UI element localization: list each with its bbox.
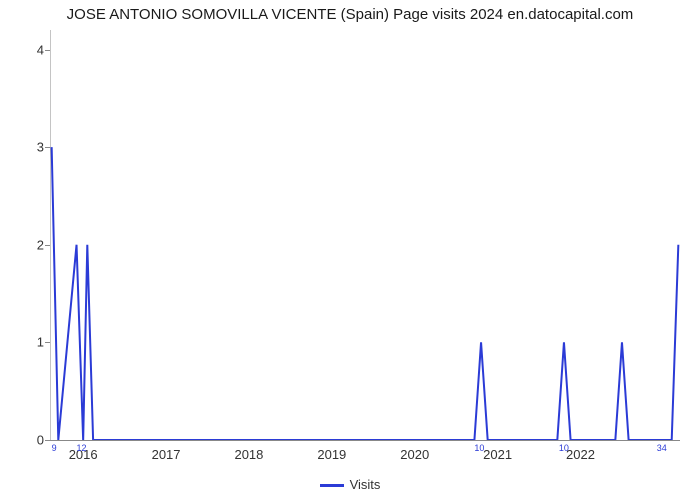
x-minor-label: 10 <box>559 443 569 453</box>
x-minor-label: 12 <box>76 443 86 453</box>
legend-swatch <box>320 484 344 487</box>
y-tick-label: 3 <box>22 140 44 155</box>
y-tick-mark <box>45 245 50 246</box>
chart-container: { "chart": { "type": "line", "title": "J… <box>0 0 700 500</box>
y-tick-label: 0 <box>22 433 44 448</box>
line-series <box>50 30 680 440</box>
y-tick-label: 4 <box>22 42 44 57</box>
y-tick-mark <box>45 147 50 148</box>
y-tick-label: 1 <box>22 335 44 350</box>
x-tick-label: 2022 <box>566 447 595 462</box>
legend: Visits <box>0 477 700 492</box>
x-tick-label: 2017 <box>152 447 181 462</box>
plot-area: 0123420162017201820192020202120229121010… <box>50 30 680 441</box>
legend-label: Visits <box>350 477 381 492</box>
y-tick-mark <box>45 440 50 441</box>
x-tick-label: 2018 <box>234 447 263 462</box>
y-tick-label: 2 <box>22 237 44 252</box>
x-tick-label: 2019 <box>317 447 346 462</box>
y-tick-mark <box>45 50 50 51</box>
x-minor-label: 9 <box>52 443 57 453</box>
y-tick-mark <box>45 342 50 343</box>
x-tick-label: 2020 <box>400 447 429 462</box>
x-tick-label: 2021 <box>483 447 512 462</box>
x-minor-label: 34 <box>657 443 667 453</box>
visits-line <box>52 147 679 440</box>
chart-title: JOSE ANTONIO SOMOVILLA VICENTE (Spain) P… <box>0 6 700 23</box>
x-minor-label: 10 <box>474 443 484 453</box>
